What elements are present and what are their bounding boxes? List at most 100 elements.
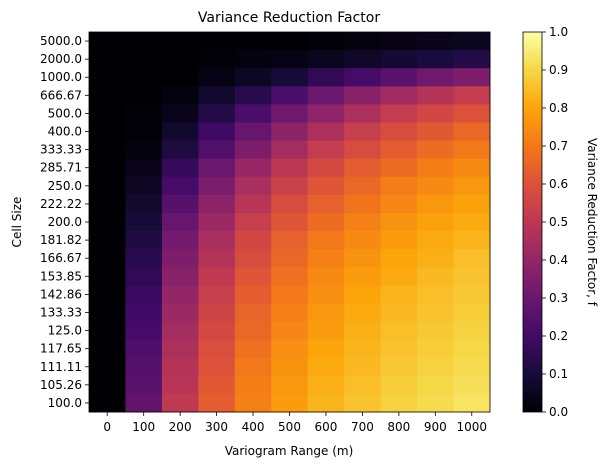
heatmap-cell [89,32,126,51]
heatmap-cell [454,68,491,87]
heatmap-cell [162,141,199,160]
heatmap-cell [125,303,162,322]
heatmap-cell [125,285,162,304]
heatmap-chart: Variance Reduction Factor 5000.02000.010… [0,0,611,467]
heatmap-cell [162,322,199,341]
heatmap-cell [89,231,126,250]
heatmap-cell [308,122,345,141]
heatmap-cell [162,50,199,69]
heatmap-cell [454,50,491,69]
heatmap-cell [454,340,491,359]
y-tick-label: 1000.0 [40,70,82,84]
heatmap-cell [125,141,162,160]
heatmap-cell [454,322,491,341]
heatmap-cell [344,322,381,341]
heatmap-cell [198,159,235,178]
colorbar-tick-label: 0.0 [549,405,568,419]
heatmap-cell [125,322,162,341]
heatmap-cell [381,358,418,377]
heatmap-cell [235,231,272,250]
heatmap-cell [271,159,308,178]
heatmap-cell [89,177,126,196]
heatmap-cell [308,231,345,250]
heatmap-cell [235,213,272,232]
heatmap-cell [198,303,235,322]
heatmap-cell [235,86,272,105]
heatmap-cell [271,249,308,268]
heatmap-cell [125,394,162,413]
colorbar-tick-label: 0.4 [549,253,568,267]
heatmap-cell [417,213,454,232]
heatmap-cell [381,159,418,178]
x-tick-label: 500 [278,420,301,434]
heatmap-cell [308,303,345,322]
heatmap-cell [308,141,345,160]
heatmap-cell [417,249,454,268]
heatmap-cell [162,267,199,286]
heatmap-cell [89,303,126,322]
heatmap-cell [308,249,345,268]
heatmap-cell [198,231,235,250]
heatmap-cell [235,267,272,286]
heatmap-cell [454,249,491,268]
heatmap-cell [417,285,454,304]
heatmap-cell [308,86,345,105]
y-tick-label: 250.0 [48,179,82,193]
heatmap-cell [417,86,454,105]
heatmap-cell [271,213,308,232]
heatmap-cell [125,376,162,395]
heatmap-cell [125,213,162,232]
heatmap-cell [417,50,454,69]
heatmap-cell [198,68,235,87]
heatmap-cell [125,68,162,87]
heatmap-cell [308,394,345,413]
heatmap-cell [381,285,418,304]
heatmap-cell [198,50,235,69]
heatmap-cell [344,159,381,178]
heatmap-cells [89,32,490,412]
heatmap-cell [454,104,491,123]
heatmap-cell [162,104,199,123]
heatmap-cell [344,50,381,69]
heatmap-cell [89,141,126,160]
colorbar-tick-label: 0.3 [549,291,568,305]
heatmap-cell [271,122,308,141]
heatmap-cell [235,141,272,160]
heatmap-cell [454,267,491,286]
heatmap-cell [308,358,345,377]
heatmap-cell [162,32,199,51]
heatmap-cell [125,267,162,286]
heatmap-cell [271,32,308,51]
heatmap-cell [381,86,418,105]
heatmap-cell [198,376,235,395]
heatmap-cell [381,376,418,395]
x-axis-label: Variogram Range (m) [225,444,354,458]
heatmap-cell [271,104,308,123]
heatmap-cell [454,285,491,304]
x-axis-ticks: 0 100 200 300 400 500 600 700 800 900 1000 [103,412,487,434]
heatmap-cell [162,231,199,250]
heatmap-cell [344,303,381,322]
heatmap-cell [417,358,454,377]
heatmap-cell [454,159,491,178]
x-tick-label: 900 [424,420,447,434]
heatmap-cell [89,394,126,413]
heatmap-cell [417,68,454,87]
heatmap-cell [198,141,235,160]
heatmap-cell [454,394,491,413]
heatmap-cell [308,32,345,51]
heatmap-cell [198,104,235,123]
heatmap-cell [198,394,235,413]
heatmap-cell [381,213,418,232]
heatmap-cell [344,213,381,232]
heatmap-cell [89,285,126,304]
heatmap-cell [198,340,235,359]
heatmap-cell [271,231,308,250]
heatmap-cell [344,249,381,268]
heatmap-cell [381,50,418,69]
heatmap-cell [344,358,381,377]
heatmap-cell [198,195,235,214]
colorbar-tick-label: 0.8 [549,101,568,115]
heatmap-cell [381,32,418,51]
x-tick-label: 300 [205,420,228,434]
